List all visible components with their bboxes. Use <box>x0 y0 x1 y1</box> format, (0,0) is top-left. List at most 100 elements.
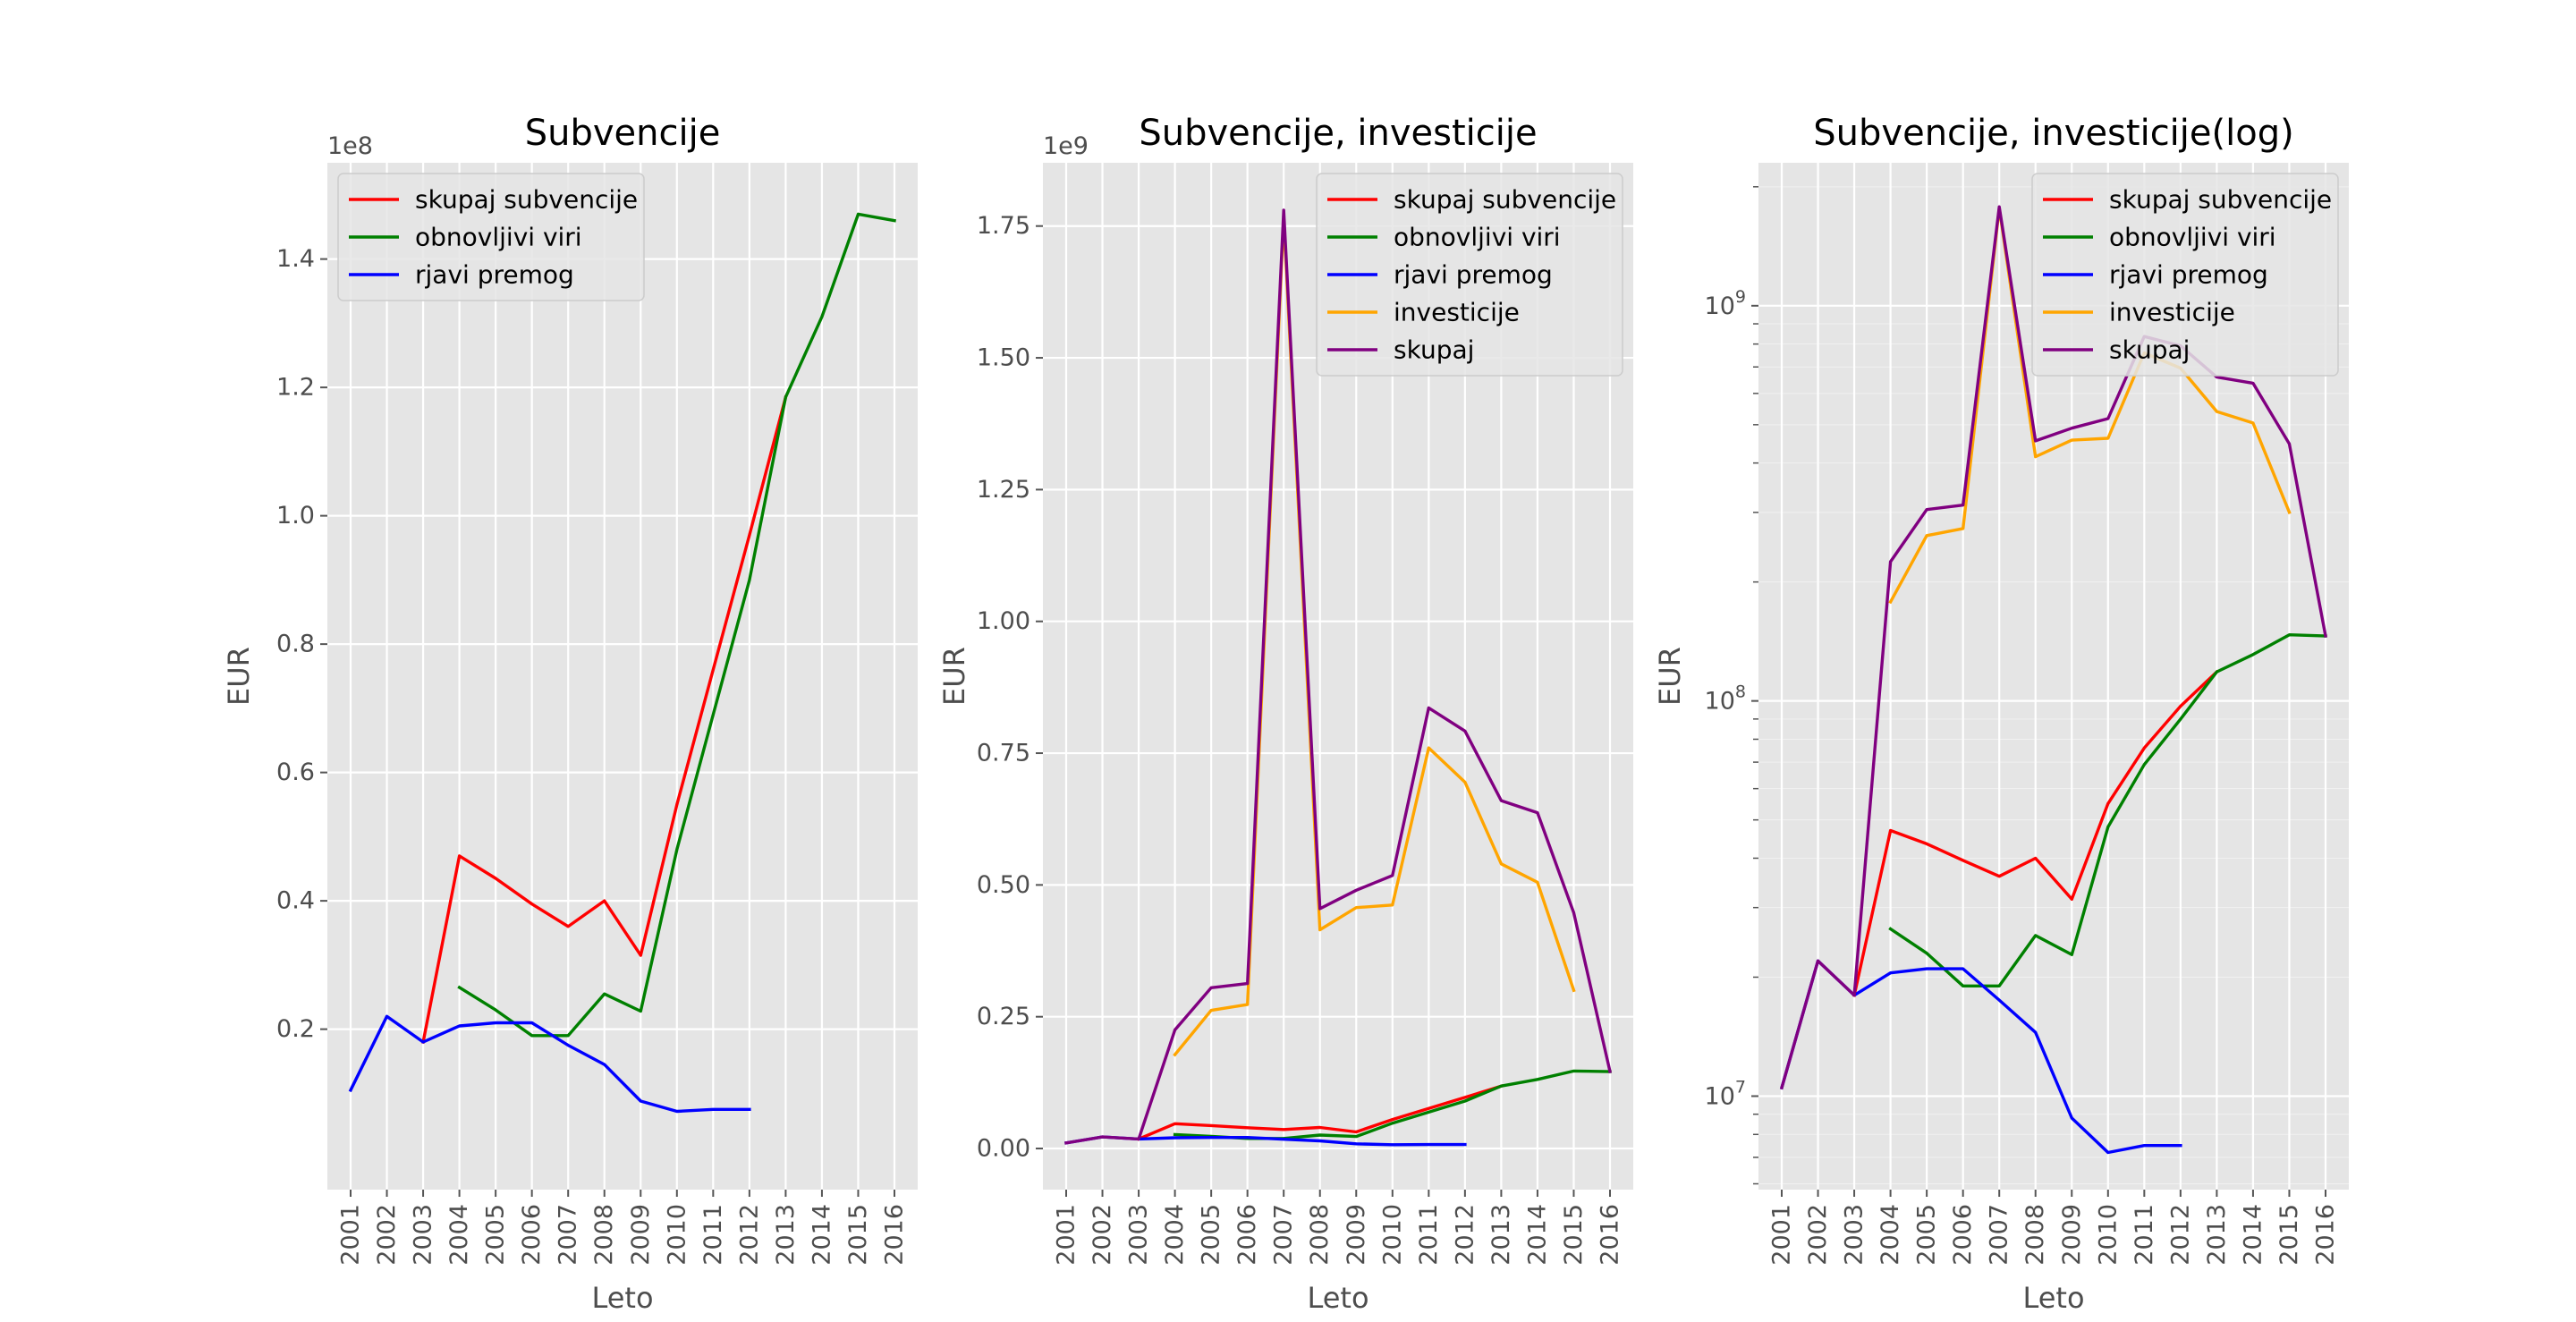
chart-panel-3: 2001 2002 2003 2004 2005 2006 2007 2008 2009 2010… <box>1653 113 2349 1315</box>
x-tick-label: 2002 <box>373 1204 401 1266</box>
x-tick-label: 2005 <box>1198 1204 1225 1266</box>
legend: skupaj subvencije obnovljivi viri rjavi pr… <box>1316 173 1623 377</box>
x-tick-label: 2010 <box>2094 1204 2122 1266</box>
series-line-obnovljivi-viri <box>457 212 896 1038</box>
chart-title: Subvencije <box>525 113 721 154</box>
x-tick-label: 2004 <box>445 1204 473 1266</box>
y-tick-label: 0.00 <box>977 1135 1030 1163</box>
y-tick-label: 1.75 <box>977 212 1030 240</box>
x-tick-label: 2016 <box>881 1204 909 1266</box>
y-tick-label: 108 <box>1705 682 1746 716</box>
x-tick-label: 2013 <box>772 1204 800 1266</box>
series-line-skupaj-subvencije <box>1136 1084 1504 1141</box>
legend-entry-label: skupaj subvencije <box>1394 185 1616 215</box>
y-tick-label: 0.4 <box>276 887 315 915</box>
legend-entry-label: obnovljivi viri <box>2109 223 2276 252</box>
x-tick-label: 2009 <box>627 1204 655 1266</box>
legend-entry-label: skupaj subvencije <box>2109 185 2332 215</box>
x-tick-label: 2004 <box>1161 1204 1189 1266</box>
legend-entry-label: obnovljivi viri <box>415 223 582 252</box>
x-tick-label: 2005 <box>1913 1204 1941 1266</box>
x-tick-label: 2001 <box>1768 1204 1796 1266</box>
y-tick-label: 1.25 <box>977 476 1030 504</box>
x-tick-label: 2013 <box>2203 1204 2231 1266</box>
y-tick-label: 0.2 <box>276 1015 315 1043</box>
x-tick-label: 2006 <box>518 1204 546 1266</box>
y-axis-label: EUR <box>1653 647 1687 706</box>
y-tick-label: 0.8 <box>276 631 315 658</box>
series-line-investicije <box>1888 207 2292 605</box>
legend-entry-label: investicije <box>2109 298 2235 327</box>
axis-offset-label: 1e9 <box>1043 132 1089 160</box>
y-tick-label: 1.2 <box>276 374 315 402</box>
x-tick-label: 2011 <box>1415 1204 1443 1266</box>
x-tick-label: 2007 <box>555 1204 582 1266</box>
legend-box <box>2031 173 2339 377</box>
x-tick-label: 2014 <box>2239 1204 2267 1266</box>
y-axis-label: EUR <box>222 647 256 706</box>
series-line-skupaj-subvencije <box>421 394 788 1044</box>
x-tick-label: 2004 <box>1877 1204 1904 1266</box>
x-tick-label: 2015 <box>844 1204 872 1266</box>
x-tick-label: 2001 <box>337 1204 365 1266</box>
x-tick-label: 2016 <box>2312 1204 2340 1266</box>
plot-area <box>327 163 918 1190</box>
x-tick-label: 2007 <box>1986 1204 2013 1266</box>
x-axis-label: Leto <box>1307 1281 1368 1315</box>
series-line-obnovljivi-viri <box>1888 633 2327 987</box>
x-tick-label: 2003 <box>1125 1204 1153 1266</box>
chart-title: Subvencije, investicije(log) <box>1813 113 2293 154</box>
x-tick-label: 2011 <box>2131 1204 2158 1266</box>
x-tick-label: 2001 <box>1053 1204 1080 1266</box>
x-axis-label: Leto <box>2022 1281 2084 1315</box>
legend-entry-label: skupaj <box>1394 335 1474 365</box>
legend-entry-label: investicije <box>1394 298 1520 327</box>
series-line-skupaj <box>1779 205 2327 1090</box>
y-tick-label: 1.0 <box>276 502 315 530</box>
axis-offset-label: 1e8 <box>327 132 373 160</box>
y-axis-label: EUR <box>937 647 971 706</box>
x-tick-label: 2015 <box>2275 1204 2303 1266</box>
x-tick-label: 2002 <box>1804 1204 1832 1266</box>
x-tick-label: 2002 <box>1089 1204 1116 1266</box>
x-tick-label: 2010 <box>1378 1204 1406 1266</box>
x-tick-label: 2015 <box>1560 1204 1588 1266</box>
x-tick-label: 2003 <box>410 1204 437 1266</box>
y-tick-label: 1.00 <box>977 607 1030 635</box>
x-tick-label: 2012 <box>2166 1204 2194 1266</box>
x-tick-label: 2010 <box>663 1204 691 1266</box>
y-tick-label: 1.4 <box>276 245 315 273</box>
x-tick-label: 2014 <box>1523 1204 1551 1266</box>
legend-entry-label: skupaj <box>2109 335 2190 365</box>
x-tick-label: 2013 <box>1487 1204 1515 1266</box>
y-tick-label: 0.6 <box>276 758 315 786</box>
x-tick-label: 2008 <box>590 1204 618 1266</box>
x-tick-label: 2006 <box>1949 1204 1977 1266</box>
legend-box <box>1316 173 1623 377</box>
legend-entry-label: rjavi premog <box>415 260 574 290</box>
y-tick-label: 0.75 <box>977 740 1030 767</box>
legend: skupaj subvencije obnovljivi viri rjavi pr… <box>337 173 645 301</box>
x-tick-label: 2011 <box>699 1204 727 1266</box>
x-tick-label: 2009 <box>2058 1204 2086 1266</box>
x-tick-label: 2012 <box>735 1204 763 1266</box>
legend: skupaj subvencije obnovljivi viri rjavi pr… <box>2031 173 2339 377</box>
legend-entry-label: rjavi premog <box>2109 260 2268 290</box>
legend-entry-label: skupaj subvencije <box>415 185 638 215</box>
x-tick-label: 2008 <box>2021 1204 2049 1266</box>
series-line-rjavi-premog <box>348 1014 751 1114</box>
x-tick-label: 2003 <box>1841 1204 1868 1266</box>
legend-box <box>337 173 645 301</box>
x-tick-label: 2007 <box>1270 1204 1298 1266</box>
y-tick-label: 109 <box>1705 287 1746 320</box>
x-tick-label: 2014 <box>808 1204 835 1266</box>
x-tick-label: 2009 <box>1343 1204 1370 1266</box>
x-tick-label: 2012 <box>1451 1204 1479 1266</box>
x-tick-label: 2006 <box>1233 1204 1261 1266</box>
y-tick-label: 107 <box>1705 1077 1746 1110</box>
chart-panel-1: 2001 2002 2003 2004 2005 2006 2007 2008 2009 2010… <box>222 113 918 1315</box>
series-line-skupaj <box>1064 208 1613 1145</box>
series-line-skupaj-subvencije <box>1852 669 2219 997</box>
x-axis-label: Leto <box>591 1281 653 1315</box>
